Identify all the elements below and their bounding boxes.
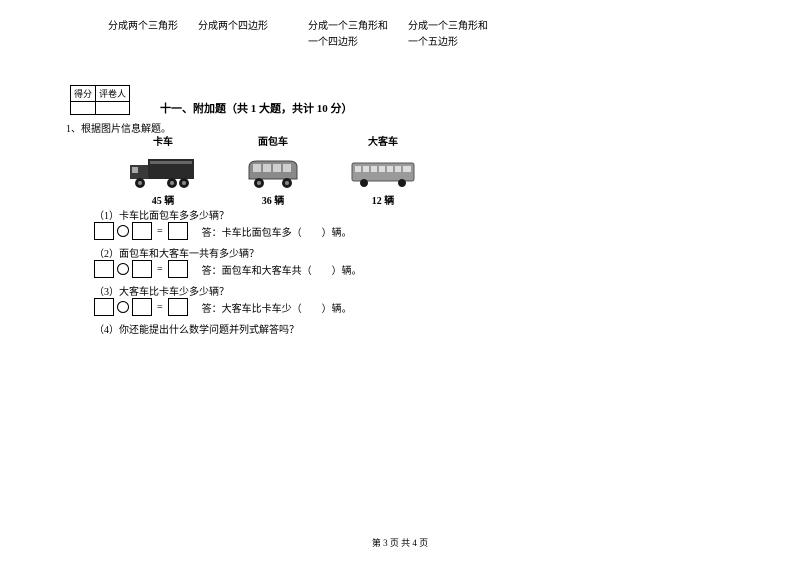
bus-count: 12 辆 <box>328 192 438 207</box>
van-icon <box>218 151 328 189</box>
option-tri-pent-line1: 分成一个三角形和 <box>408 19 508 35</box>
truck-label: 卡车 <box>108 133 218 148</box>
input-box[interactable] <box>94 298 114 316</box>
bus-label: 大客车 <box>328 133 438 148</box>
truck-count: 45 辆 <box>108 192 218 207</box>
input-box[interactable] <box>132 260 152 278</box>
subquestion-2: （2）面包车和大客车一共有多少辆？ <box>94 245 259 260</box>
input-box[interactable] <box>168 222 188 240</box>
truck-icon <box>108 151 218 189</box>
operator-circle[interactable] <box>117 301 129 313</box>
answer-text-1: 答：卡车比面包车多（ ）辆。 <box>202 224 352 239</box>
option-tri-quad: 分成一个三角形和 一个四边形 <box>308 19 408 51</box>
equals-sign: = <box>157 264 163 275</box>
subquestion-4: （4）你还能提出什么数学问题并列式解答吗？ <box>94 321 299 336</box>
input-box[interactable] <box>94 260 114 278</box>
option-two-triangles: 分成两个三角形 <box>108 19 198 51</box>
input-box[interactable] <box>132 222 152 240</box>
vehicle-truck: 卡车 45 辆 <box>108 133 218 207</box>
input-box[interactable] <box>94 222 114 240</box>
vehicle-van: 面包车 36 辆 <box>218 133 328 207</box>
bus-icon <box>328 151 438 189</box>
score-cell-grader[interactable] <box>96 102 130 115</box>
equals-sign: = <box>157 226 163 237</box>
equation-row-2: = 答：面包车和大客车共（ ）辆。 <box>94 260 362 278</box>
vehicles-row: 卡车 45 辆 面包车 <box>108 133 438 207</box>
equation-row-1: = 答：卡车比面包车多（ ）辆。 <box>94 222 352 240</box>
score-col-score: 得分 <box>71 86 96 102</box>
option-tri-pent-line2: 一个五边形 <box>408 35 508 51</box>
input-box[interactable] <box>168 298 188 316</box>
answer-text-2: 答：面包车和大客车共（ ）辆。 <box>202 262 362 277</box>
page-footer: 第 3 页 共 4 页 <box>0 536 800 549</box>
option-tri-pent: 分成一个三角形和 一个五边形 <box>408 19 508 51</box>
subquestion-1: （1）卡车比面包车多多少辆？ <box>94 207 229 222</box>
van-label: 面包车 <box>218 133 328 148</box>
option-tri-quad-line2: 一个四边形 <box>308 35 408 51</box>
answer-text-3: 答：大客车比卡车少（ ）辆。 <box>202 300 352 315</box>
equals-sign: = <box>157 302 163 313</box>
equation-row-3: = 答：大客车比卡车少（ ）辆。 <box>94 298 352 316</box>
input-box[interactable] <box>132 298 152 316</box>
option-tri-quad-line1: 分成一个三角形和 <box>308 19 408 35</box>
input-box[interactable] <box>168 260 188 278</box>
operator-circle[interactable] <box>117 263 129 275</box>
score-cell-score[interactable] <box>71 102 96 115</box>
subquestion-3: （3）大客车比卡车少多少辆？ <box>94 283 229 298</box>
score-col-grader: 评卷人 <box>96 86 130 102</box>
operator-circle[interactable] <box>117 225 129 237</box>
van-count: 36 辆 <box>218 192 328 207</box>
section-title: 十一、附加题（共 1 大题，共计 10 分） <box>160 100 353 116</box>
shape-options-row: 分成两个三角形 分成两个四边形 分成一个三角形和 一个四边形 分成一个三角形和 … <box>108 19 508 51</box>
vehicle-bus: 大客车 12 辆 <box>328 133 438 207</box>
score-table: 得分 评卷人 <box>70 85 130 115</box>
option-two-quads: 分成两个四边形 <box>198 19 308 51</box>
